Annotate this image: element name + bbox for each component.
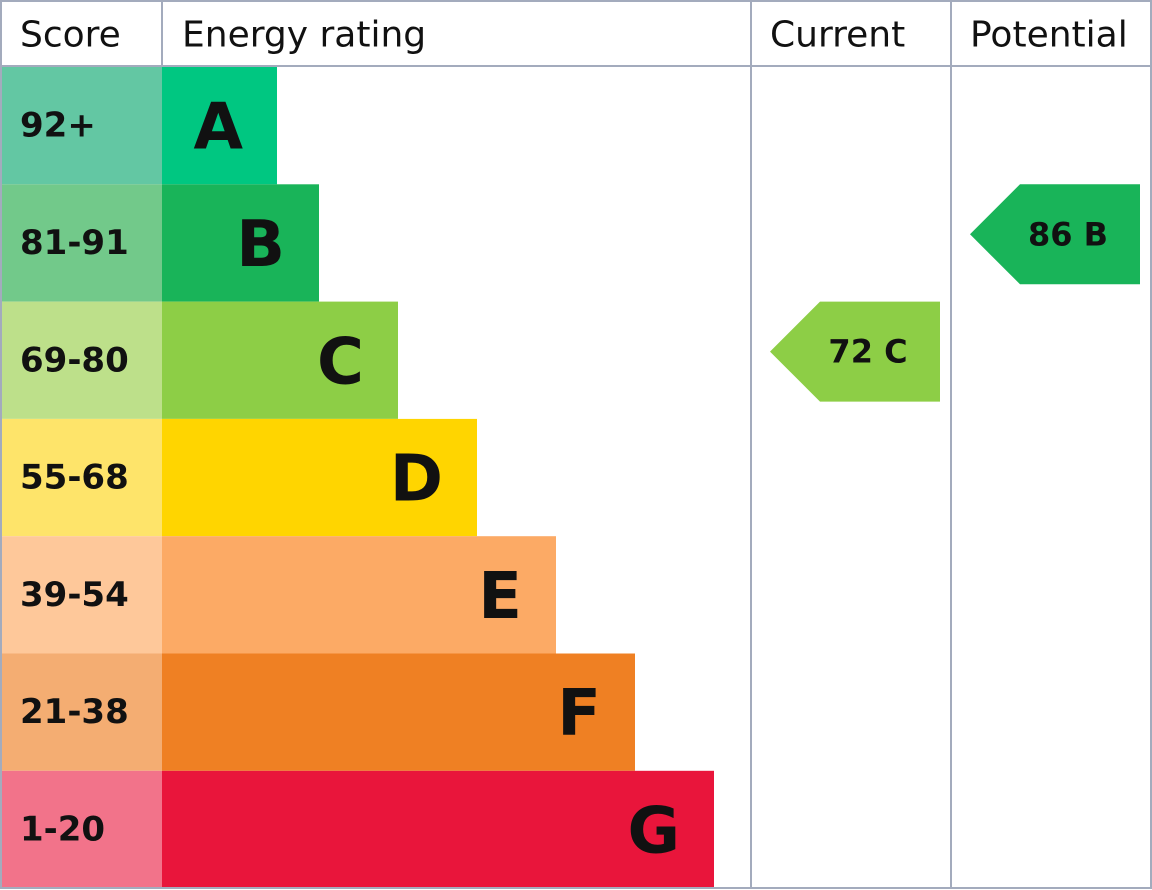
score-cell	[1, 184, 162, 302]
header-current: Current	[770, 15, 905, 56]
potential-arrow	[970, 184, 1140, 285]
header-potential: Potential	[970, 15, 1128, 56]
current-arrow	[770, 301, 940, 402]
score-label: 39-54	[20, 575, 129, 615]
rating-bar	[162, 418, 477, 537]
current-label: 72 C	[828, 333, 907, 371]
score-label: 69-80	[20, 340, 129, 380]
rating-bar	[162, 301, 398, 419]
score-cell	[1, 653, 162, 771]
potential-label: 86 B	[1028, 215, 1108, 253]
rating-letter: D	[390, 443, 443, 517]
score-label: 92+	[20, 106, 96, 146]
rating-bar	[162, 770, 714, 889]
rating-letter: B	[236, 208, 285, 282]
rating-letter: C	[317, 325, 364, 399]
rating-bar	[162, 653, 635, 771]
score-label: 1-20	[20, 809, 105, 849]
header-score: Score	[20, 15, 121, 56]
rating-bar	[162, 536, 556, 654]
score-cell	[1, 770, 162, 889]
score-cell	[1, 536, 162, 654]
score-cell	[1, 67, 162, 185]
score-cell	[1, 418, 162, 537]
rating-bar	[162, 67, 277, 185]
rating-letter: A	[193, 91, 243, 165]
header-rating: Energy rating	[182, 15, 426, 56]
score-label: 81-91	[20, 223, 129, 263]
rating-bar	[162, 184, 319, 302]
rating-letter: F	[557, 677, 601, 751]
score-label: 55-68	[20, 458, 129, 498]
rating-letter: G	[627, 794, 680, 868]
score-cell	[1, 301, 162, 419]
rating-letter: E	[478, 560, 522, 634]
score-label: 21-38	[20, 692, 129, 732]
